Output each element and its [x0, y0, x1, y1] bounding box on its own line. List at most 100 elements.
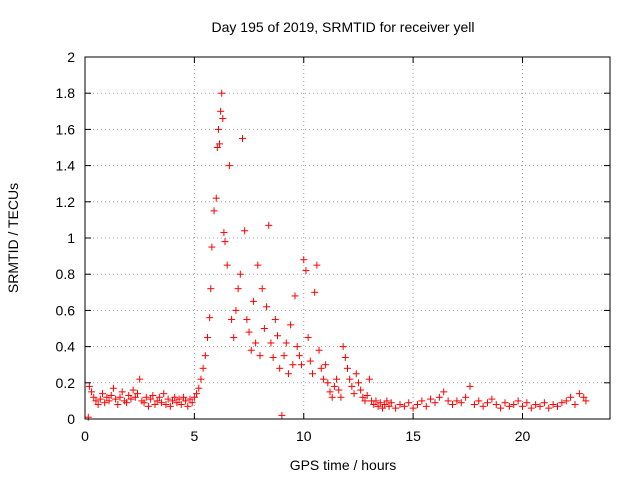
data-point	[298, 361, 306, 369]
data-point	[225, 162, 233, 170]
data-point	[422, 402, 430, 410]
data-point	[116, 393, 124, 401]
y-tick-label: 1.6	[56, 121, 76, 137]
data-point	[164, 395, 172, 403]
data-point	[418, 397, 426, 405]
data-point	[171, 393, 179, 401]
data-point	[201, 352, 209, 360]
data-point	[348, 382, 356, 390]
data-point	[385, 402, 393, 410]
y-tick-label: 0.8	[56, 266, 76, 282]
data-point	[414, 401, 421, 409]
data-point	[339, 343, 347, 351]
data-point	[199, 364, 207, 372]
y-axis-label: SRMTID / TECUs	[5, 183, 21, 293]
data-point	[449, 401, 456, 409]
data-point	[175, 395, 183, 403]
data-point	[278, 411, 286, 419]
data-point	[497, 404, 505, 412]
data-point	[580, 393, 588, 401]
data-point	[232, 306, 240, 314]
data-point	[457, 399, 465, 407]
data-point	[177, 401, 185, 409]
data-point	[527, 404, 535, 412]
data-point	[147, 395, 155, 403]
data-point	[427, 395, 435, 403]
x-axis-label: GPS time / hours	[290, 457, 397, 473]
data-point	[328, 393, 336, 401]
data-point	[99, 390, 106, 398]
data-point	[536, 402, 544, 410]
data-point	[287, 321, 295, 329]
data-point	[354, 379, 362, 387]
y-tick-label: 0.4	[56, 339, 76, 355]
data-point	[188, 399, 196, 407]
data-point	[190, 393, 198, 401]
data-point	[363, 391, 371, 399]
data-point	[274, 332, 281, 340]
data-point	[505, 402, 513, 410]
data-point	[84, 413, 92, 421]
data-point	[324, 379, 332, 387]
data-point	[112, 395, 120, 403]
data-point	[306, 357, 314, 365]
data-point	[160, 390, 168, 398]
data-point	[284, 370, 292, 378]
data-point	[350, 390, 358, 398]
data-point	[230, 334, 238, 342]
data-point	[228, 315, 236, 323]
data-point	[440, 388, 448, 396]
data-point	[431, 399, 439, 407]
data-point	[322, 361, 330, 369]
y-tick-label: 2	[67, 49, 75, 65]
data-point	[549, 401, 557, 409]
data-point	[166, 402, 174, 410]
chart-title: Day 195 of 2019, SRMTID for receiver yel…	[212, 19, 475, 35]
data-point	[352, 370, 360, 378]
data-point	[212, 194, 220, 202]
data-point	[315, 346, 323, 354]
data-point	[193, 390, 201, 398]
data-point	[210, 207, 218, 215]
y-tick-label: 0.6	[56, 302, 76, 318]
data-point	[475, 397, 483, 405]
y-tick-label: 1.4	[56, 158, 76, 174]
data-point	[153, 397, 161, 405]
data-point	[158, 399, 166, 407]
data-point	[333, 375, 341, 383]
data-point	[256, 352, 264, 360]
data-point	[207, 285, 215, 293]
data-point	[125, 391, 133, 399]
data-point	[151, 401, 159, 409]
data-point	[326, 388, 334, 396]
data-point	[282, 339, 290, 347]
x-tick-label: 15	[405, 428, 421, 444]
data-point	[217, 107, 225, 115]
data-point	[214, 125, 222, 133]
data-point	[144, 402, 152, 410]
data-point	[216, 140, 224, 148]
data-point	[243, 315, 251, 323]
data-point	[247, 346, 255, 354]
data-point	[101, 399, 109, 407]
y-tick-label: 0	[67, 411, 75, 427]
data-point	[241, 227, 249, 235]
data-point	[532, 401, 540, 409]
data-point	[276, 364, 284, 372]
data-point	[381, 401, 389, 409]
data-point	[337, 393, 345, 401]
data-point	[558, 399, 566, 407]
data-point	[383, 397, 391, 405]
data-point	[291, 292, 299, 300]
data-point	[254, 261, 262, 269]
data-point	[105, 397, 113, 405]
data-points	[84, 89, 590, 421]
data-point	[260, 325, 268, 332]
y-tick-label: 1.8	[56, 85, 76, 101]
data-point	[195, 384, 203, 392]
data-point	[392, 404, 400, 412]
x-tick-label: 20	[515, 428, 531, 444]
data-point	[92, 397, 100, 405]
data-point	[376, 399, 384, 407]
data-point	[239, 134, 246, 142]
